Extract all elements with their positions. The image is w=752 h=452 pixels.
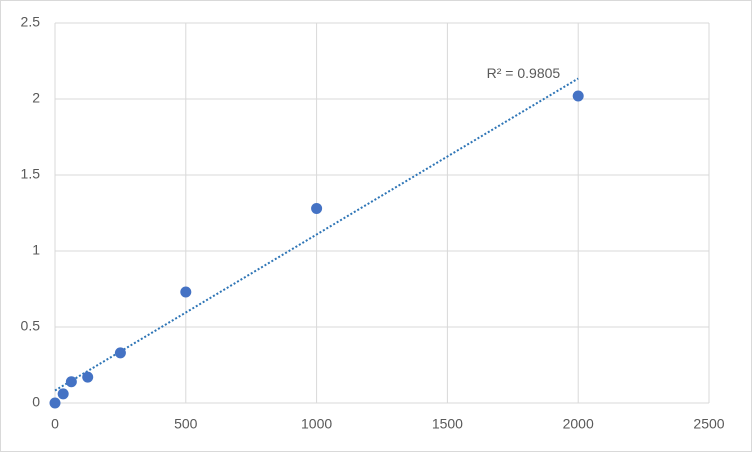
data-point — [49, 397, 61, 409]
data-point — [57, 388, 69, 400]
data-point — [65, 376, 77, 388]
y-tick-label: 1 — [32, 242, 40, 258]
y-tick-label: 2.5 — [21, 14, 41, 30]
y-tick-label: 2 — [32, 90, 40, 106]
data-point — [180, 286, 192, 298]
data-point — [572, 90, 584, 102]
y-tick-label: 0 — [32, 394, 40, 410]
y-tick-label: 0.5 — [21, 318, 41, 334]
y-tick-label: 1.5 — [21, 166, 41, 182]
x-tick-label: 1500 — [432, 416, 463, 432]
x-tick-label: 2500 — [693, 416, 724, 432]
trendline — [54, 77, 579, 392]
x-tick-label: 1000 — [301, 416, 332, 432]
x-tick-label: 2000 — [563, 416, 594, 432]
data-point — [114, 347, 126, 359]
data-point — [311, 202, 323, 214]
x-tick-label: 0 — [51, 416, 59, 432]
data-point — [82, 371, 94, 383]
x-tick-label: 500 — [174, 416, 198, 432]
trendline-annotation: R² = 0.9805 — [487, 65, 561, 81]
